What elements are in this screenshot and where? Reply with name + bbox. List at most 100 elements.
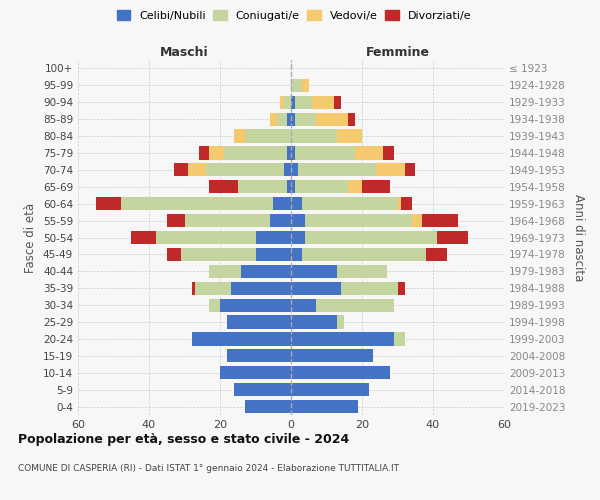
Bar (195, 282, 230, 295)
Bar (291, 231, 305, 244)
Bar (174, 164, 188, 176)
Bar (230, 282, 291, 295)
Bar (209, 298, 220, 312)
Bar (227, 316, 291, 328)
Bar (291, 332, 394, 345)
Bar (234, 383, 291, 396)
Bar (316, 298, 394, 312)
Bar (337, 264, 387, 278)
Bar (245, 130, 291, 142)
Bar (295, 146, 355, 160)
Bar (316, 112, 348, 126)
Bar (167, 248, 181, 261)
Bar (284, 96, 291, 109)
Bar (256, 231, 291, 244)
Bar (273, 197, 291, 210)
Bar (291, 180, 295, 194)
Bar (191, 332, 291, 345)
Bar (291, 214, 305, 227)
Bar (220, 298, 291, 312)
Bar (291, 282, 341, 295)
Bar (291, 349, 373, 362)
Bar (305, 231, 437, 244)
Bar (256, 248, 291, 261)
Bar (302, 248, 426, 261)
Bar (291, 366, 391, 380)
Bar (206, 164, 284, 176)
Bar (270, 112, 277, 126)
Bar (241, 264, 291, 278)
Bar (337, 130, 362, 142)
Bar (121, 197, 273, 210)
Bar (224, 146, 287, 160)
Bar (313, 96, 334, 109)
Bar (295, 96, 313, 109)
Bar (302, 79, 309, 92)
Bar (291, 298, 316, 312)
Bar (291, 96, 295, 109)
Bar (156, 231, 256, 244)
Text: Popolazione per età, sesso e stato civile - 2024: Popolazione per età, sesso e stato civil… (18, 432, 349, 446)
Bar (291, 130, 337, 142)
Bar (291, 79, 302, 92)
Bar (209, 264, 241, 278)
Bar (291, 112, 295, 126)
Bar (348, 112, 355, 126)
Bar (398, 197, 401, 210)
Bar (348, 180, 362, 194)
Bar (280, 96, 284, 109)
Bar (234, 130, 245, 142)
Bar (287, 180, 291, 194)
Bar (394, 332, 404, 345)
Bar (376, 164, 404, 176)
Bar (291, 197, 302, 210)
Bar (383, 146, 394, 160)
Bar (167, 214, 185, 227)
Bar (437, 231, 469, 244)
Text: Maschi: Maschi (160, 46, 209, 59)
Legend: Celibi/Nubili, Coniugati/e, Vedovi/e, Divorziati/e: Celibi/Nubili, Coniugati/e, Vedovi/e, Di… (112, 6, 476, 25)
Bar (238, 180, 287, 194)
Bar (220, 366, 291, 380)
Bar (412, 214, 422, 227)
Bar (245, 400, 291, 413)
Bar (302, 197, 398, 210)
Bar (287, 146, 291, 160)
Bar (277, 112, 287, 126)
Bar (401, 197, 412, 210)
Text: Femmine: Femmine (365, 46, 430, 59)
Bar (287, 112, 291, 126)
Bar (227, 349, 291, 362)
Bar (298, 164, 376, 176)
Y-axis label: Fasce di età: Fasce di età (25, 202, 37, 272)
Bar (199, 146, 209, 160)
Bar (305, 214, 412, 227)
Bar (291, 264, 337, 278)
Bar (181, 248, 256, 261)
Bar (362, 180, 391, 194)
Bar (295, 180, 348, 194)
Bar (355, 146, 383, 160)
Bar (398, 282, 404, 295)
Bar (270, 214, 291, 227)
Bar (337, 316, 344, 328)
Bar (404, 164, 415, 176)
Bar (131, 231, 156, 244)
Bar (209, 180, 238, 194)
Bar (185, 214, 270, 227)
Bar (291, 146, 295, 160)
Bar (291, 248, 302, 261)
Text: COMUNE DI CASPERIA (RI) - Dati ISTAT 1° gennaio 2024 - Elaborazione TUTTITALIA.I: COMUNE DI CASPERIA (RI) - Dati ISTAT 1° … (18, 464, 399, 473)
Bar (291, 316, 337, 328)
Bar (188, 164, 206, 176)
Bar (426, 248, 447, 261)
Y-axis label: Anni di nascita: Anni di nascita (572, 194, 585, 281)
Bar (334, 96, 341, 109)
Bar (96, 197, 121, 210)
Bar (422, 214, 458, 227)
Bar (291, 400, 358, 413)
Bar (341, 282, 398, 295)
Bar (284, 164, 291, 176)
Bar (209, 146, 224, 160)
Bar (295, 112, 316, 126)
